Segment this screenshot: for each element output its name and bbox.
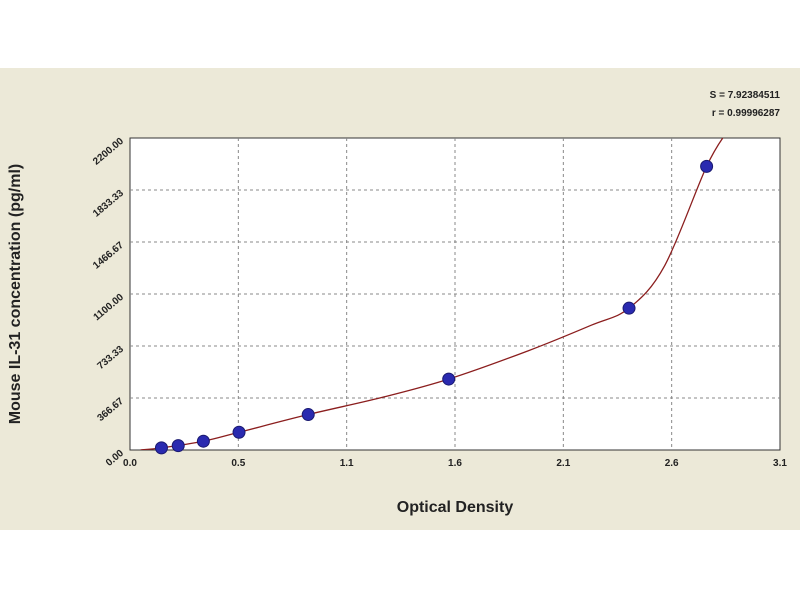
data-point <box>154 441 168 455</box>
y-axis-title: Mouse IL-31 concentration (pg/ml) <box>7 164 24 424</box>
chart-panel: 0.0 0.5 1.1 1.6 2.1 2.6 3.1 0.00 366.67 733.33 110… <box>0 68 800 530</box>
x-tick-label: 1.1 <box>340 458 354 469</box>
y-tick-label: 366.67 <box>95 396 126 424</box>
x-tick-label: 3.1 <box>773 458 787 469</box>
x-tick-label: 1.6 <box>448 458 462 469</box>
y-tick-label: 2200.00 <box>91 136 126 168</box>
x-axis-title: Optical Density <box>397 499 514 516</box>
data-point <box>171 439 185 453</box>
stats-r-value: r = 0.99996287 <box>712 108 781 119</box>
y-tick-label: 1100.00 <box>92 292 127 324</box>
chart: 0.0 0.5 1.1 1.6 2.1 2.6 3.10.00366.67733.33110… <box>7 90 787 516</box>
data-point <box>196 434 210 448</box>
y-tick-label: 733.33 <box>95 344 126 372</box>
grid-lines <box>130 138 780 450</box>
data-point <box>442 372 456 386</box>
x-tick-label: 2.1 <box>556 458 570 469</box>
y-tick-label: 1466.67 <box>91 240 126 272</box>
data-point <box>622 301 636 315</box>
x-tick-label: 0.0 <box>123 458 137 469</box>
data-point <box>232 425 246 439</box>
data-points <box>154 159 714 455</box>
y-tick-label: 1833.33 <box>91 188 126 220</box>
stats-s-value: S = 7.92384511 <box>710 90 781 101</box>
data-point <box>700 159 714 173</box>
data-point <box>301 408 315 422</box>
x-tick-label: 0.5 <box>231 458 245 469</box>
x-tick-label: 2.6 <box>665 458 679 469</box>
